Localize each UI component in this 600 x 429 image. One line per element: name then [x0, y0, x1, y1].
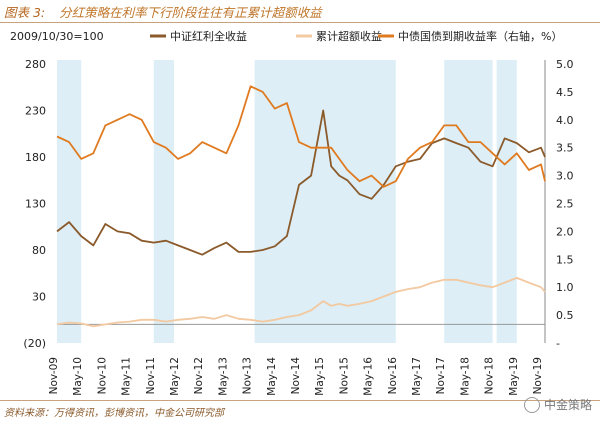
y-right-tick-7: 3.5	[556, 142, 574, 155]
legend-label-0: 中证红利全收益	[170, 29, 247, 43]
watermark-text: 中金策略	[543, 398, 592, 412]
x-tick-20: Nov-19	[532, 357, 544, 394]
x-tick-13: May-16	[363, 357, 375, 396]
x-tick-11: May-15	[314, 357, 326, 396]
x-tick-19: May-19	[508, 357, 520, 396]
x-tick-7: May-13	[217, 357, 229, 396]
footer-divider	[0, 400, 600, 401]
y-right-tick-10: 5.0	[556, 58, 574, 71]
shaded-period-1	[153, 60, 174, 343]
y-left-tick-6: 280	[25, 58, 46, 71]
y-left-tick-1: 30	[32, 291, 46, 304]
wechat-icon	[523, 396, 540, 413]
x-tick-14: Nov-16	[387, 357, 399, 395]
x-tick-2: Nov-10	[96, 357, 108, 394]
legend-label-2: 中债国债到期收益率（右轴，%）	[398, 29, 562, 43]
x-tick-18: Nov-18	[484, 357, 496, 394]
series-line-0	[56, 109, 546, 256]
y-right-tick-5: 2.5	[556, 198, 574, 211]
y-right-tick-8: 4.0	[556, 114, 574, 127]
figure-label: 图表 3:	[4, 5, 46, 20]
x-tick-6: Nov-12	[193, 357, 205, 394]
x-tick-15: May-17	[411, 357, 423, 396]
x-tick-16: Nov-17	[435, 357, 447, 394]
x-tick-3: May-11	[121, 357, 133, 396]
x-tick-9: May-14	[266, 357, 278, 396]
shaded-period-4	[496, 60, 517, 343]
y-right-tick-6: 3.0	[556, 170, 574, 183]
y-left-tick-2: 80	[32, 244, 46, 257]
y-left-tick-4: 180	[25, 151, 46, 164]
x-tick-5: May-12	[169, 357, 181, 396]
y-left-tick-0: (20)	[23, 337, 46, 350]
y-right-tick-4: 2.0	[556, 225, 574, 238]
x-tick-0: Nov-09	[48, 357, 60, 394]
series-line-2	[56, 85, 546, 188]
x-tick-12: Nov-15	[338, 357, 350, 394]
chart-svg: 2009/10/30=100 中证红利全收益 累计超额收益 中债国债到期收益率（右轴，…	[10, 29, 574, 396]
y-right-tick-9: 4.5	[556, 86, 574, 99]
legend-label-1: 累计超额收益	[316, 29, 382, 43]
figure-title: 图表 3: 分红策略在利率下行阶段往往有正累计超额收益	[4, 2, 596, 20]
x-tick-10: Nov-14	[290, 357, 302, 395]
y-right-tick-1: 0.5	[556, 309, 574, 322]
base-label: 2009/10/30=100	[10, 30, 104, 43]
y-right-tick-3: 1.5	[556, 253, 574, 266]
figure-title-text: 分红策略在利率下行阶段往往有正累计超额收益	[59, 5, 322, 20]
watermark: 中金策略	[523, 396, 592, 413]
source-note: 资料来源：万得资讯，彭博资讯，中金公司研究部	[4, 408, 224, 419]
x-tick-1: May-10	[72, 357, 84, 396]
shaded-period-0	[57, 60, 82, 343]
title-divider	[0, 22, 600, 23]
shaded-period-3	[444, 60, 493, 343]
series-line-1	[56, 276, 546, 328]
y-right-tick-0: -	[556, 337, 560, 350]
x-tick-8: Nov-13	[242, 357, 254, 394]
y-left-tick-5: 230	[25, 105, 46, 118]
y-right-tick-2: 1.0	[556, 281, 574, 294]
x-tick-4: Nov-11	[145, 357, 157, 394]
y-left-tick-3: 130	[25, 198, 46, 211]
x-tick-17: May-18	[459, 357, 471, 396]
